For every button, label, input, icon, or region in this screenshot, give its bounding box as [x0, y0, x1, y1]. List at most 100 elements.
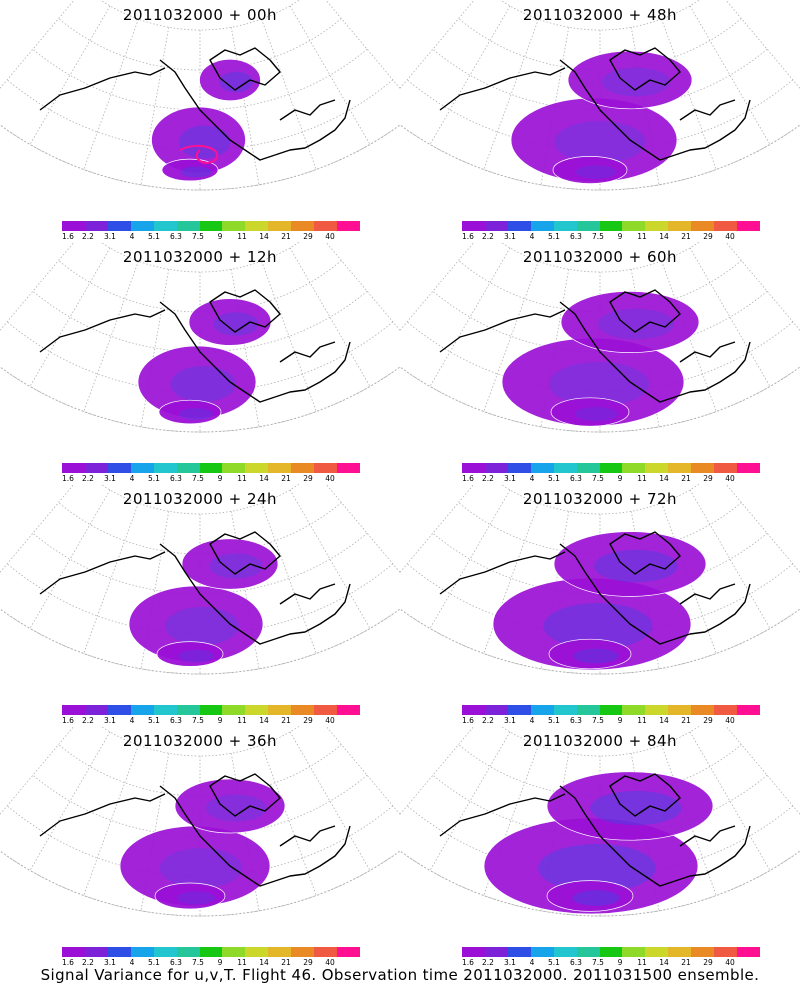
- variance-core: [177, 649, 215, 663]
- figure-caption: Signal Variance for u,v,T. Flight 46. Ob…: [40, 966, 760, 984]
- colorbar-swatch: [291, 463, 315, 473]
- colorbar-swatch: [222, 947, 246, 957]
- colorbar-label: 7.5: [192, 232, 204, 241]
- colorbar-label: 4: [129, 958, 135, 967]
- variance-core: [178, 125, 231, 159]
- latitude-line: [58, 260, 342, 313]
- meridian-line: [689, 489, 771, 629]
- latitude-line: [406, 321, 794, 393]
- variance-contour: [546, 880, 634, 912]
- colorbar-label: 7.5: [592, 716, 604, 725]
- map-border: [0, 850, 400, 917]
- colorbar-label: 14: [659, 474, 669, 483]
- coastline: [609, 773, 681, 817]
- colorbar-swatch: [245, 463, 269, 473]
- colorbar-swatch: [668, 463, 692, 473]
- colorbar-swatch: [714, 947, 738, 957]
- variance-region: [138, 346, 256, 418]
- colorbar-swatch: [576, 221, 600, 231]
- colorbar-swatch: [222, 221, 246, 231]
- coastline: [274, 99, 351, 156]
- colorbar-label: 6.3: [170, 716, 182, 725]
- panel-title: 2011032000 + 00h: [122, 6, 278, 24]
- colorbar-label: 6.3: [570, 716, 582, 725]
- meridian-line: [429, 5, 511, 145]
- latitude-line: [406, 805, 794, 877]
- meridian-line: [483, 261, 539, 412]
- map-border: [400, 124, 800, 191]
- colorbar-swatch: [462, 463, 485, 473]
- colorbar-label: 6.3: [570, 474, 582, 483]
- colorbar-swatch: [314, 221, 338, 231]
- colorbar-label: 2.2: [482, 474, 494, 483]
- coastline: [39, 309, 166, 353]
- colorbar-label: 11: [637, 474, 647, 483]
- polar-map: [0, 726, 400, 917]
- colorbar-label: 29: [703, 958, 713, 967]
- colorbar-label: 5.1: [548, 474, 560, 483]
- map-panel: 2011032000 + 72h 1.6 2.2 3.1 4 5.1 6.3 7.5 9 11 14…: [400, 484, 800, 725]
- colorbar-swatch: [599, 221, 623, 231]
- colorbar-label: 11: [637, 716, 647, 725]
- variance-region: [162, 159, 218, 181]
- panel-title: 2011032000 + 84h: [522, 732, 678, 750]
- colorbar-label: 21: [281, 474, 291, 483]
- colorbar-label: 3.1: [504, 958, 516, 967]
- colorbar-label: 3.1: [104, 958, 116, 967]
- variance-region: [554, 531, 706, 597]
- colorbar: 1.6 2.2 3.1 4 5.1 6.3 7.5 9 11 14 21 29 40: [462, 463, 760, 487]
- colorbar-swatch: [84, 947, 108, 957]
- colorbar-swatch: [737, 221, 760, 231]
- colorbar-label: 40: [325, 958, 335, 967]
- colorbar-swatch: [199, 463, 223, 473]
- colorbar-label: 3.1: [504, 232, 516, 241]
- coastline: [609, 531, 681, 575]
- colorbar-swatch: [599, 705, 623, 715]
- latitude-line: [458, 260, 742, 313]
- colorbar-label: 14: [259, 232, 269, 241]
- colorbar-label: 7.5: [592, 232, 604, 241]
- colorbar-swatch: [737, 947, 760, 957]
- coastline: [279, 341, 336, 363]
- variance-region: [484, 818, 698, 914]
- map-border: [400, 366, 800, 433]
- variance-contour: [174, 778, 286, 834]
- meridian-line: [483, 19, 539, 170]
- coastline: [674, 583, 751, 640]
- variance-region: [120, 826, 270, 906]
- colorbar-swatch: [622, 221, 646, 231]
- colorbar-swatch: [507, 705, 531, 715]
- coastline: [679, 99, 736, 121]
- meridian-line: [261, 503, 317, 654]
- colorbar-label: 14: [259, 958, 269, 967]
- colorbar-swatch: [84, 705, 108, 715]
- meridian-line: [289, 489, 371, 629]
- coastline: [209, 773, 281, 817]
- colorbar-swatch: [107, 221, 131, 231]
- variance-contour: [546, 771, 714, 841]
- map-panel: 2011032000 + 84h 1.6 2.2 3.1 4 5.1 6.3 7.5 9 11 14…: [400, 726, 800, 967]
- colorbar-swatch: [507, 947, 531, 957]
- colorbar: 1.6 2.2 3.1 4 5.1 6.3 7.5 9 11 14 21 29 40: [62, 947, 360, 971]
- colorbar-swatch: [153, 221, 177, 231]
- colorbar-swatch: [553, 705, 577, 715]
- latitude-line: [6, 79, 394, 151]
- colorbar-label: 5.1: [548, 716, 560, 725]
- variance-region: [511, 98, 677, 182]
- colorbar-swatch: [153, 463, 177, 473]
- colorbar-swatch: [268, 221, 292, 231]
- colorbar-label: 1.6: [62, 474, 74, 483]
- colorbar-swatch: [530, 463, 554, 473]
- colorbar-swatch: [222, 463, 246, 473]
- colorbar-swatch: [176, 463, 200, 473]
- colorbar-swatch: [62, 463, 85, 473]
- variance-core: [213, 312, 259, 336]
- map-panel: 2011032000 + 60h 1.6 2.2 3.1 4 5.1 6.3 7.5 9 11 14…: [400, 242, 800, 483]
- meridian-line: [230, 269, 260, 427]
- colorbar-swatch: [530, 705, 554, 715]
- colorbar-label: 6.3: [570, 232, 582, 241]
- variance-contour: [550, 397, 630, 427]
- latitude-line: [6, 563, 394, 635]
- colorbar-label: 2.2: [482, 232, 494, 241]
- colorbar-label: 6.3: [170, 232, 182, 241]
